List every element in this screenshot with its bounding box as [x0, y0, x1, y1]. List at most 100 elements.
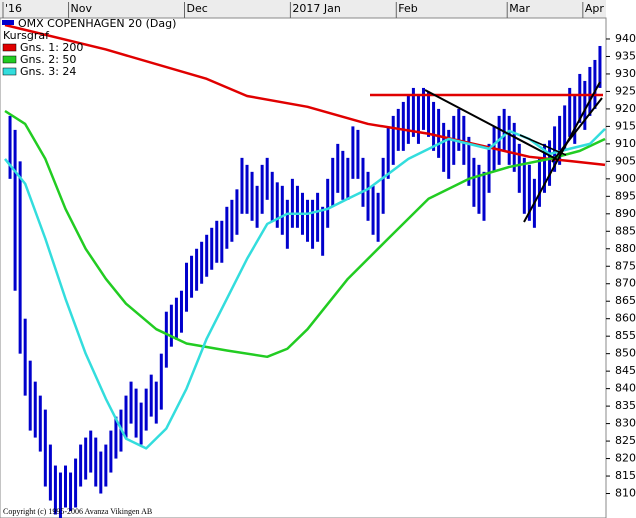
- price-bar: [245, 164, 249, 214]
- price-bar: [58, 472, 62, 518]
- y-tick-label: 840: [615, 382, 636, 395]
- y-tick-label: 835: [615, 399, 636, 412]
- price-bar: [427, 91, 431, 137]
- y-tick-label: 825: [615, 434, 636, 447]
- price-bar: [230, 199, 234, 242]
- price-bar: [144, 388, 148, 431]
- price-bar: [285, 199, 289, 249]
- price-bar: [512, 122, 516, 172]
- price-bar: [331, 157, 335, 207]
- y-tick-label: 870: [615, 277, 636, 290]
- price-bar: [472, 157, 476, 207]
- price-bar: [260, 164, 264, 214]
- price-bar: [381, 157, 385, 214]
- price-bar: [23, 318, 27, 396]
- price-bar: [74, 458, 78, 508]
- price-bar: [295, 185, 299, 228]
- price-bar: [346, 157, 350, 200]
- x-tick-label: Dec: [187, 2, 208, 15]
- price-bar: [134, 388, 138, 438]
- price-bar: [195, 248, 199, 291]
- price-bar: [124, 395, 128, 438]
- price-bar: [250, 171, 254, 221]
- price-bar: [406, 94, 410, 144]
- price-bar: [321, 206, 325, 256]
- price-bar: [179, 290, 183, 333]
- price-bar: [502, 108, 506, 151]
- y-tick-label: 810: [615, 487, 636, 500]
- price-bar: [255, 185, 259, 228]
- y-tick-label: 865: [615, 294, 636, 307]
- y-tick-label: 895: [615, 189, 636, 202]
- y-tick-label: 920: [615, 102, 636, 115]
- price-bar: [411, 87, 415, 137]
- price-bar: [588, 66, 592, 116]
- price-bar: [280, 185, 284, 235]
- price-bar: [84, 437, 88, 480]
- price-bar: [366, 171, 370, 221]
- y-tick-label: 935: [615, 49, 636, 62]
- price-bar: [8, 115, 12, 179]
- price-bar: [265, 157, 269, 200]
- price-bar: [154, 381, 158, 424]
- price-bar: [326, 178, 330, 228]
- price-bar: [507, 115, 511, 165]
- legend-swatch: [2, 67, 17, 76]
- price-bar: [487, 143, 491, 193]
- y-tick-label: 845: [615, 364, 636, 377]
- price-bar: [190, 255, 194, 298]
- price-bar: [174, 297, 178, 340]
- price-bar: [94, 437, 98, 487]
- price-bar: [593, 59, 597, 109]
- price-bar: [139, 402, 143, 445]
- price-bar: [341, 150, 345, 200]
- time-bar: [0, 0, 606, 18]
- price-bar: [89, 430, 93, 473]
- price-bar: [104, 444, 108, 487]
- price-bar: [376, 192, 380, 242]
- moving-average-line: [4, 23, 606, 167]
- y-tick-label: 860: [615, 312, 636, 325]
- price-bar: [164, 311, 168, 368]
- y-tick-label: 880: [615, 242, 636, 255]
- plot-area: [0, 17, 607, 518]
- price-bar: [351, 126, 355, 179]
- price-bar: [159, 353, 163, 410]
- price-bar: [421, 87, 425, 130]
- price-bar: [401, 101, 405, 151]
- price-bar: [467, 136, 471, 186]
- y-tick-label: 940: [615, 32, 636, 45]
- price-bar: [306, 199, 310, 242]
- price-bar: [38, 395, 42, 452]
- price-bar: [205, 234, 209, 277]
- price-bar: [53, 465, 57, 515]
- y-tick-label: 820: [615, 452, 636, 465]
- price-bar: [542, 143, 546, 193]
- y-tick-label: 885: [615, 224, 636, 237]
- x-tick-label: 2017 Jan: [292, 2, 340, 15]
- x-tick-label: Nov: [71, 2, 93, 15]
- price-bar: [442, 122, 446, 172]
- price-bar: [548, 140, 552, 186]
- legend-swatch: [2, 55, 17, 64]
- price-bar: [240, 157, 244, 214]
- price-bar: [270, 171, 274, 221]
- x-tick-label: Mar: [509, 2, 530, 15]
- price-bar: [578, 73, 582, 123]
- price-bar: [149, 374, 153, 417]
- price-bar: [447, 129, 451, 179]
- y-tick-label: 815: [615, 469, 636, 482]
- legend-label: Gns. 1: 200: [20, 41, 83, 54]
- y-tick-label: 890: [615, 207, 636, 220]
- price-bar: [553, 126, 557, 172]
- x-tick-label: Apr: [585, 2, 605, 15]
- price-bar: [64, 465, 68, 508]
- price-bar: [18, 161, 22, 354]
- price-bar: [527, 164, 531, 221]
- price-bar: [13, 129, 17, 291]
- price-bar: [432, 101, 436, 151]
- moving-average-line: [4, 109, 606, 359]
- price-bar: [225, 206, 229, 249]
- copyright: Copyright (c) 1995-2006 Avanza Vikingen …: [3, 507, 152, 516]
